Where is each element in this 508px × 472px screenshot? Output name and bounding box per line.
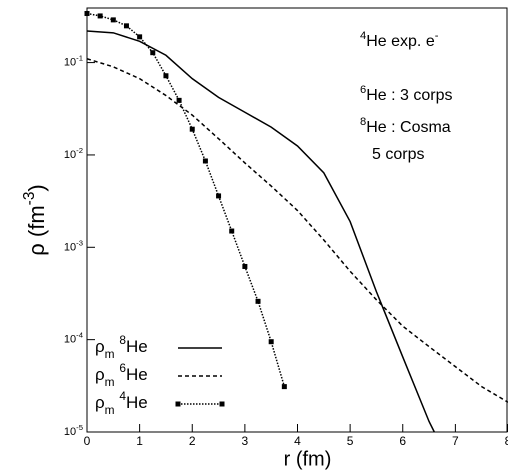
y-tick-label-part: 10: [64, 149, 76, 161]
y-axis-label-part: ρ (fm: [24, 205, 49, 255]
y-tick-label-part: -5: [76, 423, 83, 432]
series-marker: [229, 228, 235, 234]
series-marker: [137, 34, 143, 40]
legend-label-part: 6: [119, 361, 126, 375]
series-marker: [123, 23, 129, 29]
annotation-part: 5 corps: [372, 146, 424, 163]
y-tick-label-part: -1: [76, 53, 83, 62]
x-tick-label: 5: [347, 434, 354, 448]
y-tick-label-part: 10: [64, 334, 76, 346]
y-axis-label: ρ (fm-3): [21, 184, 49, 255]
x-tick-label: 3: [242, 434, 249, 448]
y-tick-label-part: 10: [64, 241, 76, 253]
annotation-part: He : Cosma: [366, 119, 451, 136]
legend-label-part: 4: [119, 389, 126, 403]
x-tick-label: 7: [452, 434, 459, 448]
series-line: [86, 12, 286, 387]
y-tick-label-part: 10: [64, 426, 76, 438]
legend-label: ρm 6He: [95, 361, 148, 389]
legend-label: ρm 4He: [95, 389, 148, 417]
annotation: 5 corps: [372, 146, 424, 163]
legend-label-part: ρ: [95, 393, 105, 412]
plot-frame: [86, 7, 508, 433]
legend-label-part: ρ: [95, 365, 105, 384]
series-marker: [268, 339, 274, 345]
annotation-part: He : 3 corps: [366, 87, 452, 104]
legend-label-part: m: [105, 375, 115, 389]
y-tick-label: 10-4: [64, 330, 84, 345]
x-tick-label: 1: [136, 434, 143, 448]
annotation-part: 6: [360, 84, 366, 96]
y-tick-label: 10-2: [64, 145, 83, 160]
x-tick-label: 8: [505, 434, 508, 448]
y-tick-label: 10-5: [64, 423, 83, 438]
legend-label-part: ρ: [95, 337, 105, 356]
series-marker: [216, 193, 222, 199]
legend-label-part: m: [105, 403, 115, 417]
annotation-part: -: [435, 30, 439, 42]
y-tick-label-part: -2: [76, 145, 83, 154]
annotation: 6He : 3 corps: [360, 84, 453, 104]
legend-label-part: 8: [119, 333, 126, 347]
series-marker: [97, 13, 103, 19]
legend-marker: [175, 401, 181, 407]
annotation-part: 8: [360, 116, 366, 128]
series-marker: [202, 158, 208, 164]
annotation: 4He exp. e-: [360, 30, 439, 50]
legend-marker: [219, 401, 225, 407]
legend-label-part: m: [105, 347, 115, 361]
x-tick-label: 2: [189, 434, 196, 448]
y-tick-label-part: 10: [64, 56, 76, 68]
x-axis-label: r (fm): [284, 448, 332, 470]
series-marker: [110, 17, 116, 23]
x-tick-label: 6: [399, 434, 406, 448]
annotation: 8He : Cosma: [360, 116, 451, 136]
series-marker: [189, 126, 195, 132]
series-line: [86, 30, 435, 433]
y-tick-label-part: -3: [76, 238, 83, 247]
y-axis-label-part: ): [24, 184, 49, 191]
series-marker: [176, 97, 182, 103]
legend-label-part: He: [126, 365, 148, 384]
y-axis-label-part: -3: [21, 192, 38, 206]
series-marker: [150, 50, 156, 56]
annotation-part: He exp. e: [366, 33, 435, 50]
annotation-part: 4: [360, 30, 366, 42]
y-tick-label: 10-3: [64, 238, 83, 253]
legend-label-part: He: [126, 337, 148, 356]
y-tick-label: 10-1: [64, 53, 83, 68]
series-marker: [255, 298, 261, 304]
series-marker: [84, 11, 90, 17]
series-marker: [242, 263, 248, 269]
y-tick-label-part: -4: [76, 330, 84, 339]
x-tick-label: 4: [294, 434, 301, 448]
legend-label: ρm 8He: [95, 333, 148, 361]
x-tick-label: 0: [84, 434, 91, 448]
series-marker: [281, 384, 287, 390]
series-line: [86, 58, 508, 403]
legend-label-part: He: [126, 393, 148, 412]
series-marker: [163, 73, 169, 79]
